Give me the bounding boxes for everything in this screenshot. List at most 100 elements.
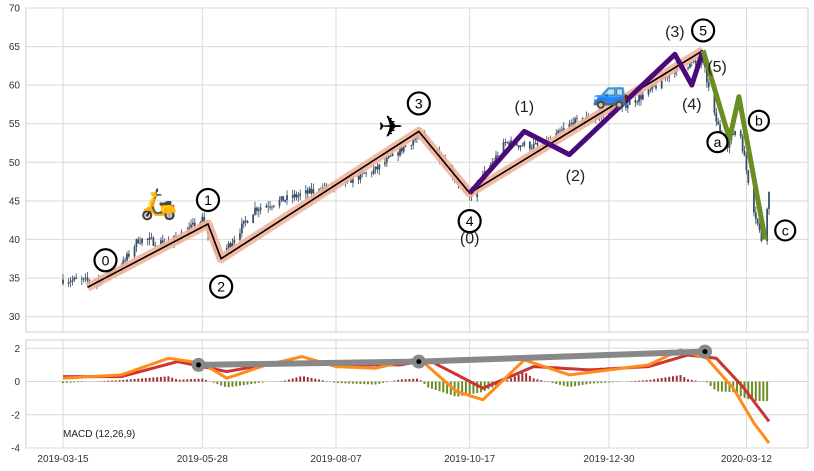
macd-histogram-bar — [472, 381, 475, 394]
x-axis: 2019-03-15 2019-05-28 2019-08-07 2019-10-17… — [37, 454, 772, 465]
macd-histogram-bar — [257, 381, 260, 383]
correction-wave-label: a — [706, 131, 729, 154]
macd-histogram-bar — [566, 381, 569, 387]
macd-histogram-bar — [302, 376, 305, 382]
candle-body — [502, 142, 505, 157]
candle-body — [269, 206, 271, 208]
candle-body — [519, 145, 522, 148]
macd-histogram-bar — [735, 381, 738, 395]
macd-histogram-bar — [641, 380, 644, 382]
candle-body — [374, 166, 377, 170]
macd-histogram-bar — [178, 379, 181, 382]
candle-body — [278, 199, 281, 206]
macd-histogram-bar — [182, 379, 185, 382]
candle-body — [159, 240, 162, 246]
macd-histogram-bar — [536, 379, 539, 382]
scooter-icon: 🛵 — [140, 187, 177, 222]
macd-histogram-bar — [284, 380, 287, 382]
candle-body — [192, 222, 194, 225]
macd-histogram-bar — [137, 378, 140, 382]
candle-body — [397, 152, 400, 156]
candle-body — [284, 200, 287, 202]
macd-histogram-bar — [660, 377, 663, 382]
candle-body — [252, 214, 255, 224]
macd-histogram-bar — [653, 379, 656, 382]
candle-body — [758, 223, 761, 231]
candle-body — [286, 195, 288, 201]
macd-histogram-bar — [80, 381, 83, 383]
macd-histogram-bar — [431, 381, 434, 389]
candle-body — [146, 238, 149, 240]
macd-histogram-bar — [442, 381, 445, 393]
macd-histogram-bar — [314, 378, 317, 382]
macd-histogram-bar — [438, 381, 441, 392]
macd-histogram-bar — [638, 380, 641, 382]
macd-y-tick: -4 — [11, 444, 20, 455]
sub-wave-label: (3) — [665, 24, 685, 41]
macd-histogram-bar — [378, 381, 381, 384]
candle-body — [651, 85, 654, 90]
candle-body — [495, 155, 497, 162]
macd-histogram-bar — [114, 380, 117, 382]
candle-body — [282, 196, 285, 202]
macd-histogram-bar — [220, 381, 223, 386]
candle-body — [404, 146, 407, 147]
candle-body — [141, 238, 143, 244]
macd-y-tick: 0 — [14, 377, 20, 388]
macd-histogram-bar — [65, 381, 68, 383]
macd-histogram-bar — [690, 379, 693, 382]
candle-body — [504, 142, 507, 143]
macd-histogram-bar — [212, 381, 215, 383]
candle-body — [376, 166, 379, 170]
macd-y-tick: -2 — [11, 410, 20, 421]
candle-body — [717, 121, 720, 125]
candle-body — [715, 112, 718, 122]
candle-body — [193, 222, 196, 228]
macd-histogram-bar — [400, 379, 403, 382]
macd-y-tick: 2 — [14, 344, 20, 355]
macd-histogram-bar — [299, 376, 302, 382]
macd-histogram-bar — [687, 379, 690, 382]
candle-body — [747, 170, 750, 183]
candle-body — [154, 245, 157, 247]
correction-wave-label-text: c — [782, 222, 789, 238]
macd-histogram-bar — [69, 381, 72, 383]
macd-histogram-bar — [144, 378, 147, 382]
macd-histogram-bar — [227, 381, 230, 388]
macd-histogram-bar — [223, 381, 226, 387]
candle-body — [233, 239, 236, 243]
macd-histogram-bar — [547, 381, 550, 383]
candle-body — [357, 176, 360, 180]
candle-body — [246, 220, 249, 224]
macd-histogram-bar — [589, 381, 592, 384]
candle-body — [707, 82, 710, 88]
candle-body — [384, 162, 386, 165]
candle-body — [410, 145, 413, 147]
macd-histogram-bar — [446, 381, 449, 394]
macd-histogram-bar — [408, 379, 411, 382]
macd-histogram-bar — [73, 381, 76, 383]
macd-histogram-bar — [351, 381, 354, 384]
sub-wave-label: (4) — [682, 97, 702, 114]
macd-histogram-bar — [525, 373, 528, 382]
candle-body — [75, 277, 78, 279]
candle-body — [412, 140, 415, 146]
macd-histogram-bar — [118, 380, 121, 382]
candle-body — [137, 239, 140, 244]
macd-histogram-bar — [397, 379, 400, 382]
macd-histogram-bar — [540, 380, 543, 382]
macd-histogram-bar — [333, 381, 336, 383]
macd-histogram-bar — [355, 381, 358, 384]
candle-body — [389, 155, 392, 157]
candle-body — [576, 118, 578, 120]
macd-histogram-bar — [739, 381, 742, 397]
x-tick: 2019-08-07 — [310, 454, 362, 465]
price-y-tick: 70 — [9, 4, 21, 15]
candle-body — [741, 136, 744, 151]
macd-histogram-bar — [235, 381, 238, 387]
macd-histogram-bar — [713, 381, 716, 390]
candle-body — [299, 193, 302, 196]
candle-body — [523, 142, 526, 146]
macd-histogram-bar — [167, 376, 170, 382]
candle-body — [385, 157, 388, 163]
